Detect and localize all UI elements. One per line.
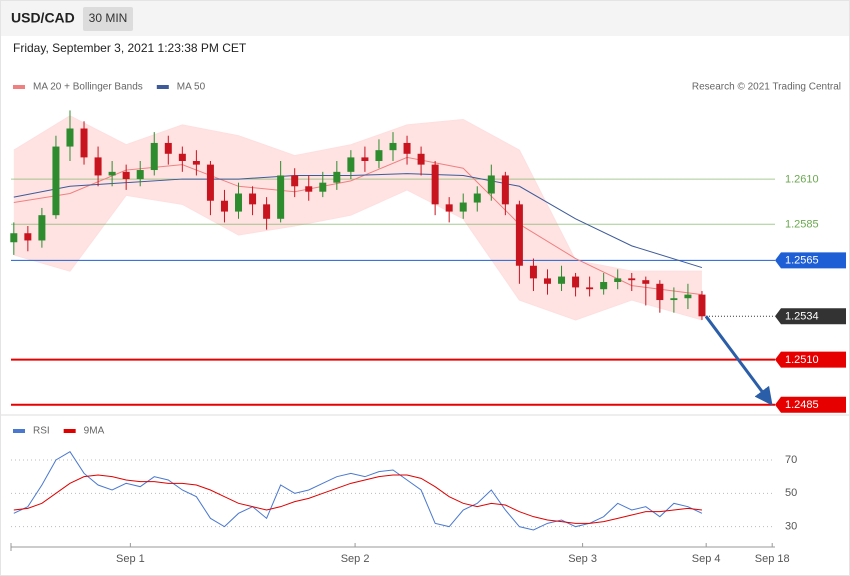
candle-body: [558, 276, 566, 284]
candle-body: [164, 142, 172, 154]
candle-body: [10, 233, 18, 243]
candle-body: [263, 204, 271, 219]
y-tick-label: 30: [785, 521, 797, 533]
rsi-line: [13, 450, 703, 531]
x-tick-label: Sep 18: [755, 553, 790, 565]
candle-body: [220, 200, 228, 212]
level-label: 1.2565: [785, 255, 819, 267]
bollinger-fill: [13, 115, 702, 320]
candle-body: [206, 164, 214, 201]
candle-body: [487, 175, 495, 194]
rsi-line: [13, 474, 703, 524]
candle-body: [333, 171, 341, 183]
level-tag: [775, 396, 846, 413]
candle-body: [192, 161, 200, 165]
candle-body: [431, 164, 439, 205]
candle-body: [684, 294, 692, 299]
y-tick-label: 70: [785, 454, 797, 466]
level-label: 1.2610: [785, 173, 819, 185]
candle-body: [249, 193, 257, 205]
candle-body: [417, 153, 425, 165]
bollinger-lower: [13, 189, 703, 321]
candle-body: [150, 142, 158, 171]
level-label: 1.2485: [785, 399, 819, 411]
candle-body: [361, 157, 369, 162]
x-tick-label: Sep 4: [692, 553, 721, 565]
candle-body: [403, 142, 411, 154]
candle-body: [94, 157, 102, 176]
candle-body: [473, 193, 481, 203]
x-tick-label: Sep 3: [568, 553, 597, 565]
candle-body: [642, 280, 650, 284]
legend-label: MA 50: [177, 82, 206, 93]
candle-body: [136, 170, 144, 180]
legend-label: MA 20 + Bollinger Bands: [33, 82, 143, 93]
x-tick-label: Sep 1: [116, 553, 145, 565]
candle-body: [670, 298, 678, 301]
level-label: 1.2585: [785, 219, 819, 231]
timeframe-button[interactable]: [83, 7, 133, 31]
candle-body: [319, 182, 327, 192]
candle-body: [529, 265, 537, 279]
candle-body: [178, 153, 186, 162]
level-tag: [775, 308, 846, 325]
x-tick-label: Sep 2: [341, 553, 370, 565]
level-tag: [775, 351, 846, 368]
forecast-arrow: [704, 315, 773, 406]
symbol: USD/CAD: [11, 10, 75, 26]
candle-body: [445, 204, 453, 212]
timeframe[interactable]: 30 MIN: [89, 11, 128, 25]
candle-body: [698, 294, 706, 317]
header-bar: [0, 0, 850, 36]
legend-swatch: [13, 85, 25, 89]
candle-body: [515, 204, 523, 266]
legend-swatch: [63, 429, 76, 433]
candle-body: [235, 193, 243, 212]
candle-body: [347, 157, 355, 172]
candle-body: [628, 278, 636, 281]
candle-body: [600, 281, 608, 290]
candle-body: [24, 233, 32, 241]
candle-body: [586, 287, 594, 290]
legend-label: 9MA: [84, 426, 105, 437]
level-tag: [775, 252, 846, 269]
candle-body: [122, 171, 130, 180]
level-label: 1.2534: [785, 311, 819, 323]
candle-body: [501, 175, 509, 205]
level-label: 1.2510: [785, 354, 819, 366]
date: Friday, September 3, 2021 1:23:38 PM CET: [13, 41, 247, 55]
candle-body: [80, 128, 88, 158]
credit: Research © 2021 Trading Central: [692, 82, 841, 93]
candle-body: [572, 276, 580, 288]
candle-body: [459, 202, 467, 212]
legend-label: RSI: [33, 426, 50, 437]
y-tick-label: 50: [785, 487, 797, 499]
candle-body: [543, 278, 551, 284]
candle-body: [656, 283, 664, 301]
candle-body: [277, 175, 285, 219]
candle-body: [52, 146, 60, 216]
candle-body: [305, 186, 313, 192]
legend-swatch: [13, 429, 25, 433]
candle-body: [375, 150, 383, 162]
candle-body: [66, 128, 74, 147]
candle-body: [38, 215, 46, 241]
candle-body: [291, 175, 299, 187]
candle-body: [614, 278, 622, 282]
candle-body: [108, 171, 116, 176]
candle-body: [389, 142, 397, 151]
legend-swatch: [156, 85, 169, 89]
